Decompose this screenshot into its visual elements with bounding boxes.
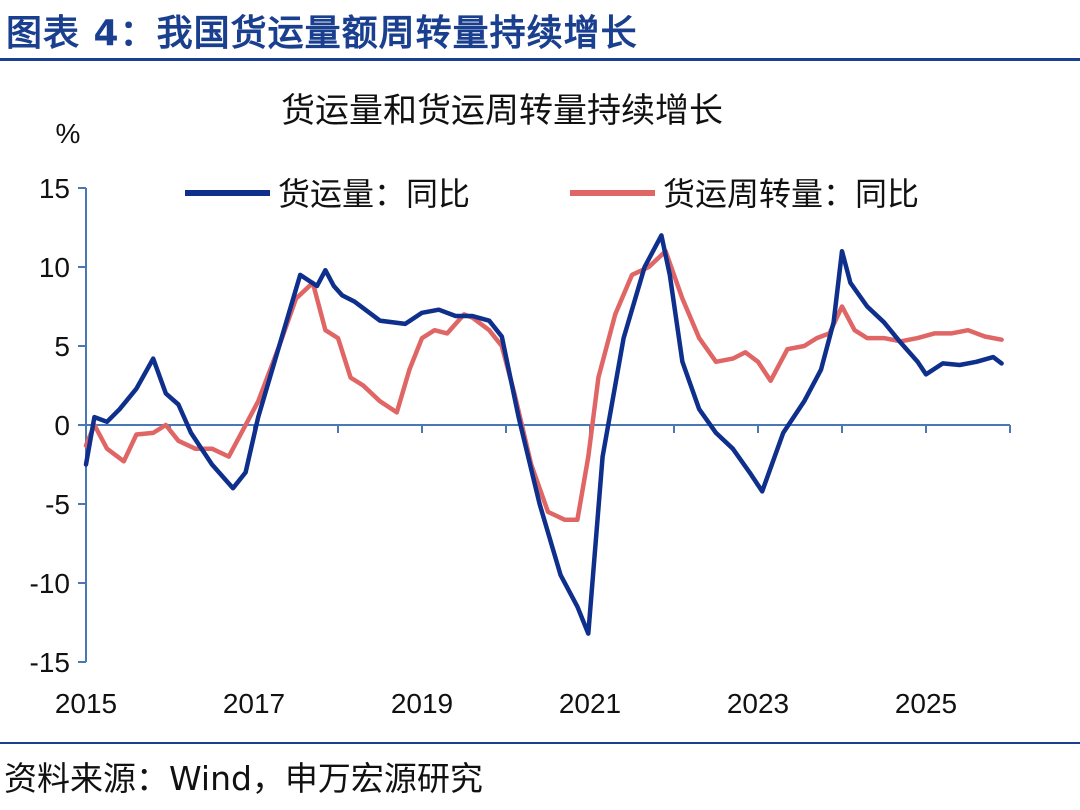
y-axis-unit-label: % — [56, 118, 81, 149]
series-lines — [83, 233, 1004, 636]
y-tick-label: -5 — [45, 489, 70, 520]
source-divider — [0, 742, 1080, 744]
y-tick-label: 15 — [39, 173, 70, 204]
x-tick-label: 2015 — [55, 688, 117, 719]
source-note: 资料来源：Wind，申万宏源研究 — [4, 759, 483, 798]
series-line-1 — [83, 233, 1004, 636]
legend: 货运量：同比 货运周转量：同比 — [185, 175, 919, 213]
y-tick-label: -10 — [30, 568, 70, 599]
x-tick-label: 2017 — [223, 688, 285, 719]
axes: 15 10 5 0 -5 -10 -15 2015 2017 2019 2021 2023 2025 — [30, 173, 1011, 719]
y-tick-label: 10 — [39, 252, 70, 283]
y-tick-label: -15 — [30, 647, 70, 678]
x-tick-label: 2019 — [391, 688, 453, 719]
y-tick-label: 0 — [54, 410, 70, 441]
title-divider — [0, 58, 1080, 61]
legend-label-2: 货运周转量：同比 — [663, 175, 919, 213]
line-chart: 货运量和货运周转量持续增长 % 15 10 5 0 -5 -10 -15 2015 2017 20… — [30, 91, 1011, 719]
x-tick-label: 2021 — [559, 688, 621, 719]
x-tick-label: 2023 — [727, 688, 789, 719]
y-tick-label: 5 — [54, 331, 70, 362]
chart-title: 货运量和货运周转量持续增长 — [281, 91, 723, 131]
figure-title: 图表 4：我国货运量额周转量持续增长 — [6, 13, 638, 54]
legend-label-1: 货运量：同比 — [278, 175, 470, 213]
x-tick-label: 2025 — [895, 688, 957, 719]
